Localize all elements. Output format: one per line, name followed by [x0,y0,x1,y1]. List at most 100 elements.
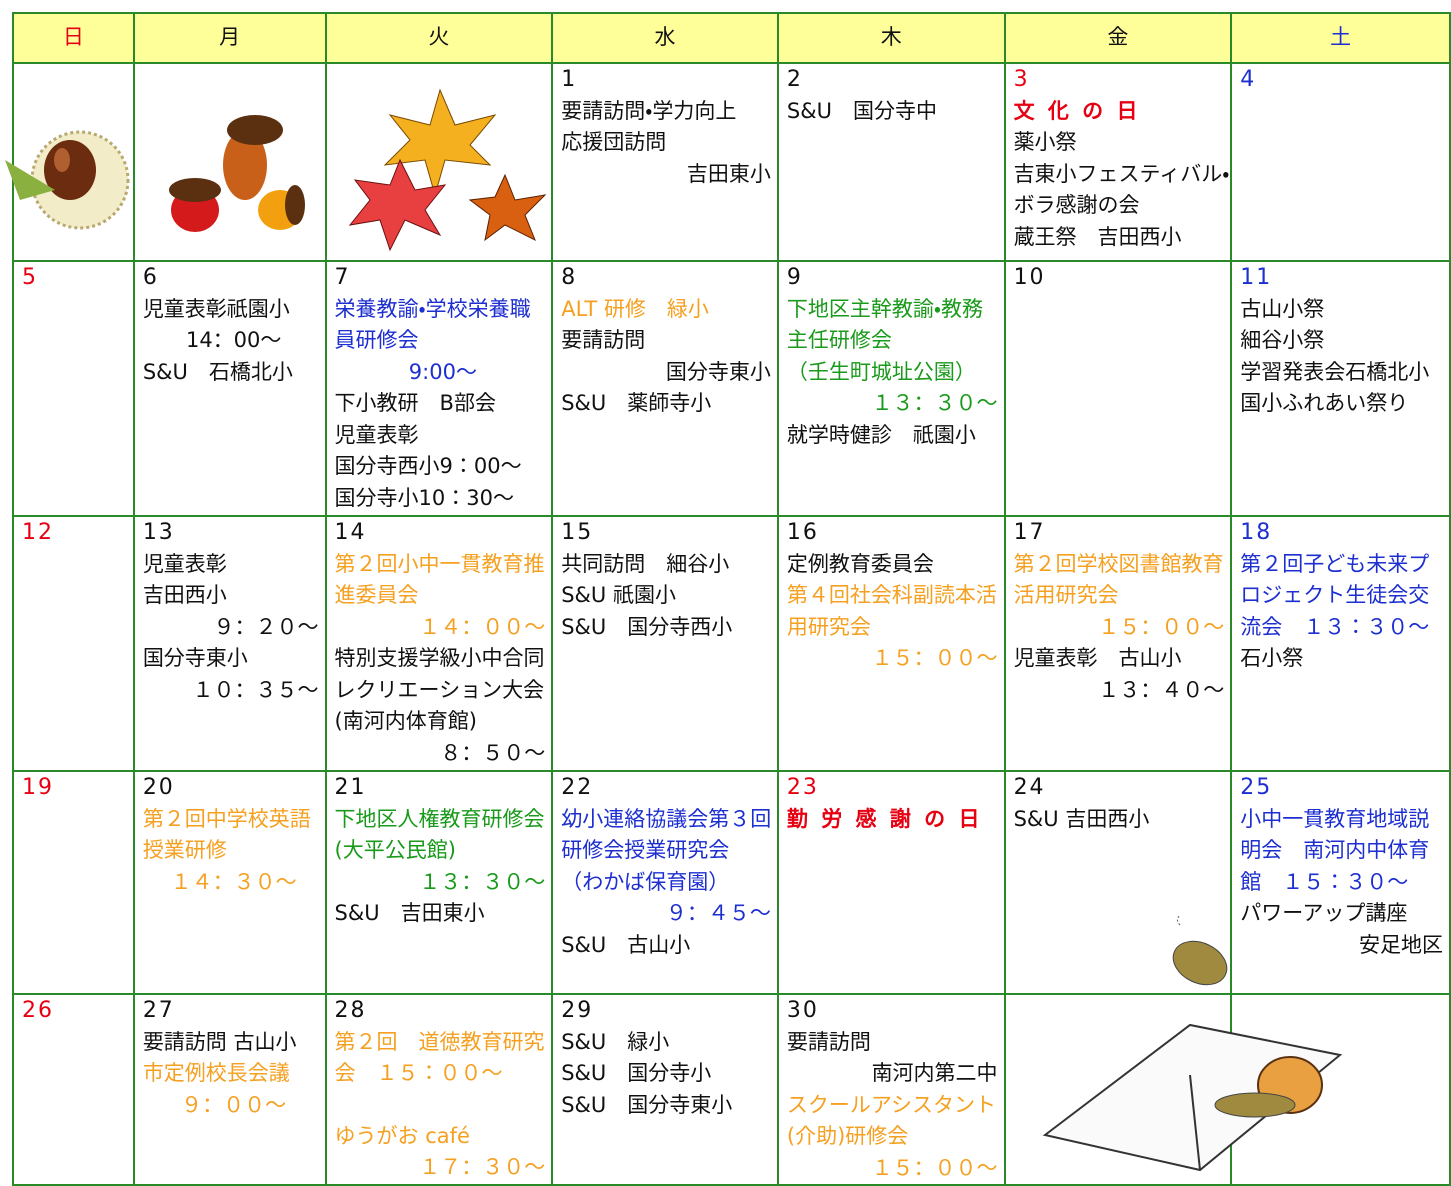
event-line: 学習発表会石橋北小 [1240,359,1430,384]
event-line: ９：００～ [181,1092,287,1117]
event-line: 定例教育委員会 [786,551,934,576]
event-line: １４：００～ [419,614,546,639]
event-line: ゆうがお café [334,1123,470,1148]
event-line: パワーアップ講座 [1240,901,1408,925]
event-line: １３：３０～ [419,869,546,894]
event-line: 小中一貫教育地域説明会 南河内中体育館 １５：３０～ [1240,806,1430,894]
event-line: １３：４０～ [1098,677,1225,702]
event-line: 第２回中学校英語授業研修 [142,806,311,863]
event-line: S&U 薬師寺小 [561,391,712,415]
day-cell: 21 下地区人権教育研修会(大平公民館) １３：３０～ S&U 吉田東小 [324,770,554,995]
day-number: 20 [142,775,175,800]
day-cell: 13 児童表彰 吉田西小 ９：２０～ 国分寺東小 １０：３５～ [132,515,327,772]
day-number: 2 [786,67,803,92]
event-line: 児童表彰 [142,551,227,576]
day-cell: 23 勤 労 感 謝 の 日 [776,770,1006,995]
day-cell: 30 要請訪問 南河内第二中 スクールアシスタント(介助)研修会 １５：００～ [776,993,1006,1186]
event-line: 文 化 の 日 [1013,98,1141,123]
day-cell: 3 文 化 の 日薬小祭 吉東小フェスティバル・ボラ感謝の会 蔵王祭 吉田西小 [1003,62,1233,262]
event-line: 安足地区 [1359,932,1443,957]
header-row: 日月火水木金土 [12,12,1451,64]
event-line: S&U 緑小 [561,1029,670,1054]
event-line: ALT 研修 緑小 [561,296,709,321]
event-line: S&U 国分寺小 [561,1061,712,1085]
day-number: 28 [334,998,367,1023]
event-line: ９：４５～ [665,901,771,925]
event-line: 蔵王祭 吉田西小 [1013,224,1182,249]
day-cell: 11 古山小祭 細谷小祭 学習発表会石橋北小 国小ふれあい祭り [1230,260,1451,517]
week-row: 1 要請訪問・学力向上 応援団訪問 吉田東小 2 S&U 国分寺中 3 文 化 の 日薬小祭吉… [12,62,1451,262]
day-number: 17 [1013,520,1046,545]
day-cell: 18 第２回子ども未来プロジェクト生徒会交流会 １３：３０～ 石小祭 [1230,515,1451,772]
event-line: 古山小祭 [1240,296,1325,321]
event-line: S&U 国分寺西小 [561,614,733,639]
day-cell: 15 共同訪問 細谷小 S&U 祇園小 S&U 国分寺西小 [551,515,779,772]
event-line: 勤 労 感 謝 の 日 [786,806,983,831]
day-cell: 10 [1003,260,1233,517]
day-number: 15 [561,520,594,545]
event-line: 石小祭 [1240,646,1304,670]
event-line: S&U 古山小 [561,932,691,957]
day-number: 4 [1240,67,1257,92]
week-row: 5 6 児童表彰祇園小 14：00～ S&U 石橋北小 7 栄養教諭・学校栄養職員研修会 9:… [12,260,1451,517]
day-cell: 6 児童表彰祇園小 14：00～ S&U 石橋北小 [132,260,327,517]
day-number: 29 [561,998,594,1023]
event-line: 特別支援学級小中合同レクリエーション大会(南河内体育館) [334,646,545,733]
event-line: ９：２０～ [213,614,319,639]
weekday-header: 火 [324,12,554,64]
event-line: 吉田西小 [142,583,227,607]
event-line: １５：００～ [1098,614,1225,639]
day-number: 24 [1013,775,1046,800]
event-line: 下小教研 B部会 [334,391,496,415]
event-line: 南河内第二中 [871,1061,998,1085]
event-line: １７：３０～ [419,1155,546,1179]
event-line: 第２回子ども未来プロジェクト生徒会交流会 １３：３０～ [1240,551,1430,639]
day-cell: 8 ALT 研修 緑小 要請訪問 国分寺東小 S&U 薬師寺小 [551,260,779,517]
day-cell [132,62,327,262]
day-number: 6 [142,265,159,290]
weekday-header: 月 [132,12,327,64]
day-number: 13 [142,520,175,545]
event-line: 国小ふれあい祭り [1240,391,1409,415]
day-number: 14 [334,520,367,545]
week-row: 26 27 要請訪問 古山小 市定例校長会議 ９：００～ 28 第２回 道徳教育研究会 １５… [12,993,1451,1186]
event-line: 国分寺東小 [142,646,248,670]
event-line: S&U 吉田東小 [334,901,485,925]
event-line: １５：００～ [871,646,998,670]
weekday-header: 木 [776,12,1006,64]
event-line: 要請訪問 [561,328,646,352]
event-line: 栄養教諭・学校栄養職員研修会 [334,296,531,353]
day-cell: 12 [12,515,135,772]
event-line: 市定例校長会議 [142,1061,290,1085]
day-cell: 14 第２回小中一貫教育推進委員会 １４：００～ 特別支援学級小中合同レクリエーション… [324,515,554,772]
event-line: 第２回 道徳教育研究会 １５：００～ [334,1029,545,1086]
day-cell [1230,993,1451,1186]
event-line: スクールアシスタント(介助)研修会 [786,1092,997,1149]
event-line: １３：３０～ [871,391,998,415]
event-line: （わかば保育園） [561,869,730,894]
day-cell: 24 S&U 吉田西小 [1003,770,1233,995]
day-number: 27 [142,998,175,1023]
weekday-header: 金 [1003,12,1233,64]
day-number: 25 [1240,775,1273,800]
day-number: 21 [334,775,367,800]
day-cell: 19 [12,770,135,995]
day-cell: 16 定例教育委員会 第４回社会科副読本活用研究会 １５：００～ [776,515,1006,772]
event-line: １４：３０～ [170,869,297,894]
event-line: 要請訪問 [786,1029,871,1054]
event-line: 14：00～ [185,328,282,352]
day-cell: 27 要請訪問 古山小 市定例校長会議 ９：００～ [132,993,327,1186]
weekday-header: 水 [551,12,779,64]
day-cell: 28 第２回 道徳教育研究会 １５：００～ ゆうがお café １７：３０～ [324,993,554,1186]
event-line: 児童表彰 古山小 [1013,646,1182,670]
event-line: 幼小連絡協議会第３回研修会授業研究会 [561,806,772,863]
day-number: 26 [22,998,54,1023]
day-number: 5 [22,265,38,290]
day-number: 11 [1240,265,1273,290]
event-line: 要請訪問・学力向上 [561,98,737,123]
day-number: 19 [22,775,54,800]
event-line: 第２回学校図書館教育活用研究会 [1013,551,1224,608]
calendar-table: 日月火水木金土 1 要請訪問・学力向上 応援団訪問 吉田東小 2 S&U 国分寺中 3 文 化… [12,12,1451,1186]
